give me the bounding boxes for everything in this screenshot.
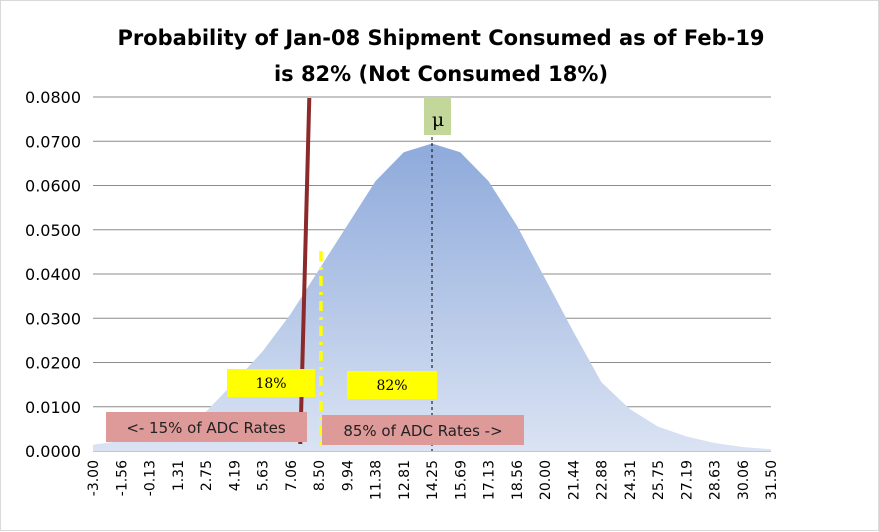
- x-tick-label: 28.63: [708, 460, 724, 500]
- x-tick-label: 7.06: [284, 460, 300, 491]
- x-tick-label: 1.31: [171, 460, 187, 491]
- chart-title-line-1: Probability of Jan-08 Shipment Consumed …: [117, 26, 764, 50]
- x-tick-label: 15.69: [453, 460, 469, 500]
- distribution-area: [93, 143, 771, 451]
- y-tick-label: 0.0700: [25, 132, 81, 151]
- x-tick-label: 25.75: [651, 460, 667, 500]
- x-tick-label: 8.50: [312, 460, 328, 491]
- x-axis-ticks: -3.00 -1.56 -0.13 1.31 2.75 4.19 5.63 7.06 8.50 9…: [86, 460, 780, 500]
- x-tick-label: 20.00: [538, 460, 554, 500]
- x-tick-label: 4.19: [227, 460, 243, 491]
- x-tick-label: 12.81: [397, 460, 413, 500]
- chart-title-line-2: is 82% (Not Consumed 18%): [274, 62, 608, 86]
- right-range-box: 85% of ADC Rates ->: [322, 415, 524, 445]
- y-tick-label: 0.0000: [25, 442, 81, 461]
- y-tick-label: 0.0200: [25, 354, 81, 373]
- y-axis-ticks: 0.0000 0.0100 0.0200 0.0300 0.0400 0.0500 0.06…: [25, 88, 81, 461]
- mu-label: μ: [432, 109, 444, 131]
- x-tick-label: 9.94: [340, 460, 356, 491]
- x-tick-label: 27.19: [679, 460, 695, 500]
- x-tick-label: 17.13: [482, 460, 498, 500]
- y-tick-label: 0.0300: [25, 309, 81, 328]
- x-tick-label: 30.06: [736, 460, 752, 500]
- x-tick-label: 5.63: [256, 460, 272, 491]
- y-tick-label: 0.0400: [25, 265, 81, 284]
- right-range-label: 85% of ADC Rates ->: [343, 422, 502, 440]
- x-tick-label: -1.56: [114, 460, 130, 496]
- x-tick-label: 22.88: [595, 460, 611, 500]
- left-range-label: <- 15% of ADC Rates: [126, 419, 286, 437]
- x-tick-label: -0.13: [143, 460, 159, 496]
- y-tick-label: 0.0600: [25, 177, 81, 196]
- x-tick-label: 31.50: [764, 460, 780, 500]
- y-tick-label: 0.0800: [25, 88, 81, 107]
- x-tick-label: 2.75: [199, 460, 215, 491]
- right-percent-box: 82%: [347, 371, 437, 399]
- x-tick-label: 18.56: [510, 460, 526, 500]
- right-percent-label: 82%: [376, 378, 407, 394]
- x-tick-label: 24.31: [623, 460, 639, 500]
- y-tick-label: 0.0500: [25, 221, 81, 240]
- left-percent-box: 18%: [227, 369, 315, 397]
- mu-box: μ: [424, 97, 451, 135]
- x-tick-label: 21.44: [566, 460, 582, 500]
- left-range-box: <- 15% of ADC Rates: [106, 412, 307, 442]
- x-tick-label: 14.25: [425, 460, 441, 500]
- x-tick-label: -3.00: [86, 460, 102, 496]
- y-tick-label: 0.0100: [25, 398, 81, 417]
- left-percent-label: 18%: [255, 376, 286, 392]
- x-tick-label: 11.38: [369, 460, 385, 500]
